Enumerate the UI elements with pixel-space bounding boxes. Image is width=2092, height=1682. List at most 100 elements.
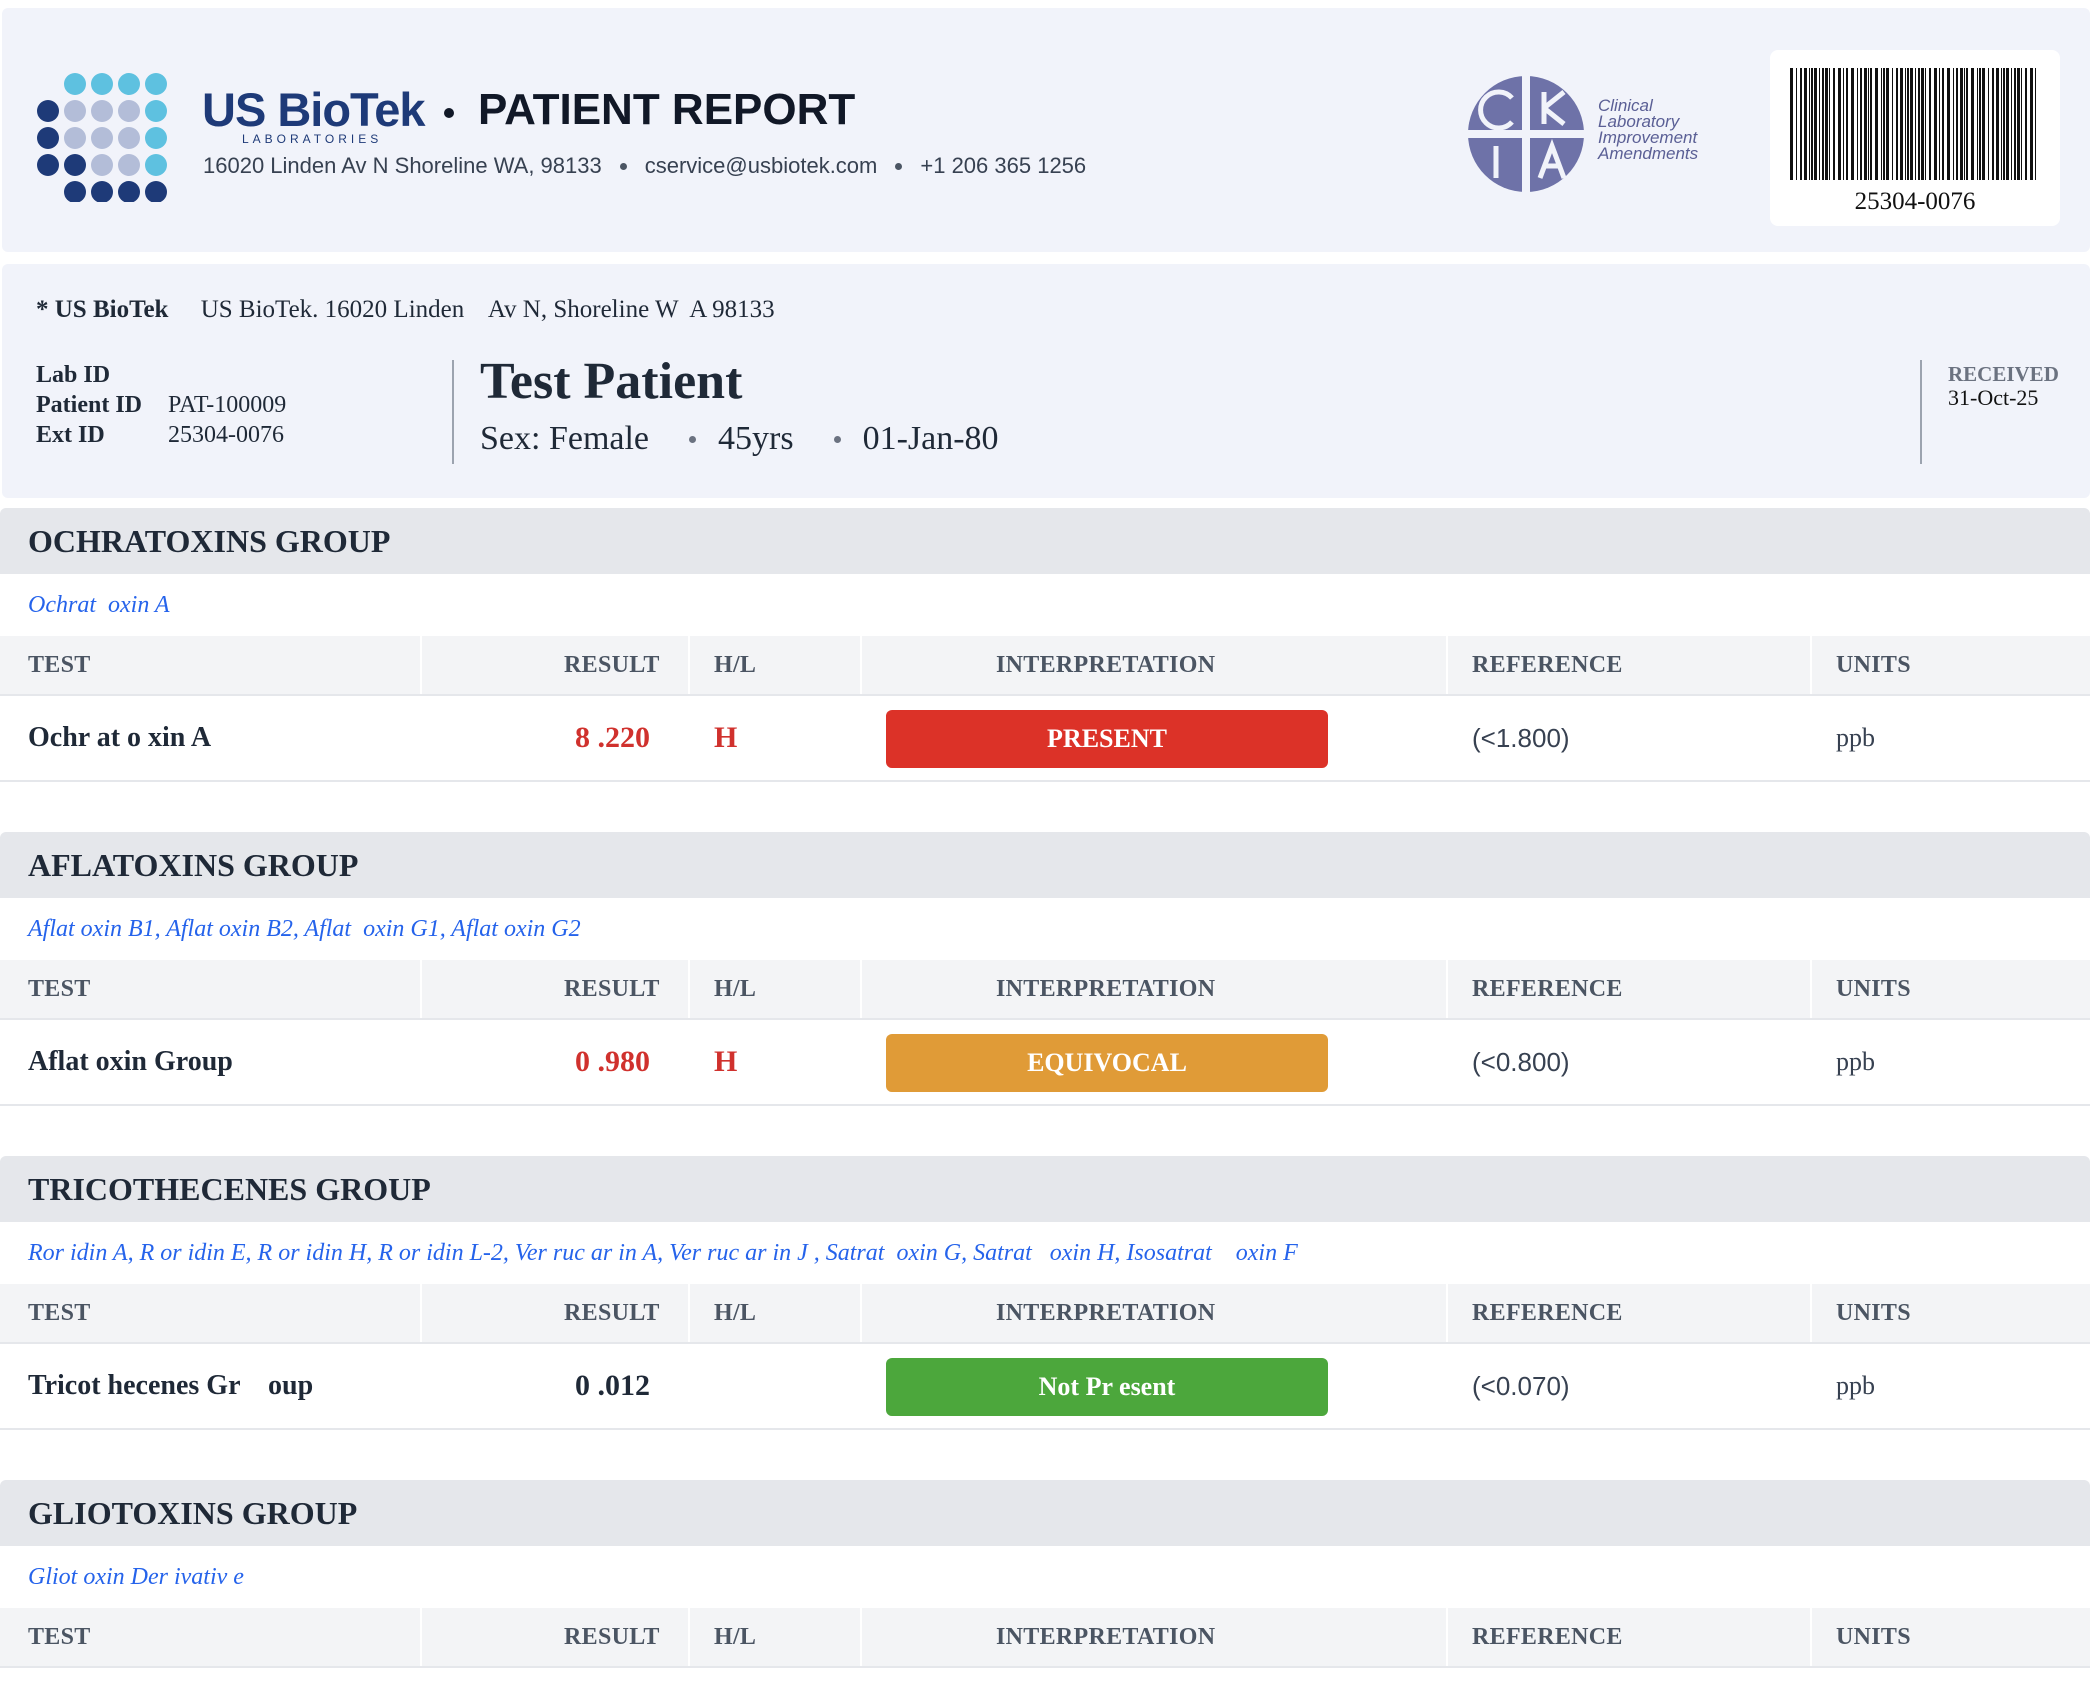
barcode-card: 25304-0076 [1770, 50, 2060, 226]
test-name: Ochr at o xin A [28, 722, 212, 753]
logo-dot [145, 127, 167, 149]
logo-dot [145, 100, 167, 122]
reference-range: (<0.070) [1472, 1370, 1570, 1401]
high-low-flag: H [714, 1045, 738, 1078]
barcode-bar [1811, 68, 1813, 180]
barcode-bar [2003, 68, 2005, 180]
column-divider [1446, 1608, 1448, 1666]
barcode-bar [1900, 68, 1903, 180]
group-analytes-link[interactable]: Ochrat oxin A [28, 591, 170, 618]
barcode-bar [1883, 68, 1885, 180]
barcode-bar [1910, 68, 1913, 180]
patient-identifiers: Lab ID Patient ID PAT-100009 Ext ID 25304-… [36, 360, 286, 450]
barcode-bar [2011, 68, 2012, 180]
column-divider [420, 1284, 422, 1342]
logo-dot [64, 127, 86, 149]
barcode-bar [1971, 68, 1974, 180]
group-title: AFLATOXINS GROUP [0, 832, 2090, 898]
barcode-bar [1857, 68, 1858, 180]
group-analytes-link[interactable]: Ror idin A, R or idin E, R or idin H, R … [28, 1239, 1298, 1266]
lab-email[interactable]: cservice@usbiotek.com [644, 153, 878, 178]
divider [1920, 360, 1922, 464]
logo-dot [145, 181, 167, 202]
logo-dot [145, 73, 167, 95]
clia-line: Laboratory [1598, 112, 1680, 131]
patient-name: Test Patient [480, 353, 743, 410]
group-title: GLIOTOXINS GROUP [0, 1480, 2090, 1546]
column-header-test: TEST [28, 975, 91, 1002]
column-divider [688, 1608, 690, 1666]
barcode-bar [1833, 68, 1835, 180]
logo-dot [37, 100, 59, 122]
patient-info-panel: * US BioTek US BioTek. 16020 Linden Av N… [2, 264, 2090, 498]
barcode-bar [2006, 68, 2009, 180]
column-header-result: RESULT [564, 1623, 660, 1650]
barcode-bar [1979, 68, 1981, 180]
barcode-bar [1822, 68, 1824, 180]
group-analytes-link[interactable]: Gliot oxin Der ivativ e [28, 1563, 244, 1590]
result-group-section: AFLATOXINS GROUP Aflat oxin B1, Aflat oxi… [0, 832, 2090, 1106]
column-divider [860, 1608, 862, 1666]
barcode-bar [1982, 68, 1985, 180]
barcode-bar [1992, 68, 1994, 180]
logo-dot [64, 100, 86, 122]
column-divider [860, 636, 862, 694]
barcode-bar [1934, 68, 1937, 180]
performing-lab-name: * US BioTek [36, 296, 169, 323]
reference-range: (<1.800) [1472, 722, 1570, 753]
clia-line: Clinical [1598, 96, 1653, 115]
barcode-bar [1870, 68, 1872, 180]
performing-lab-line: * US BioTek US BioTek. 16020 Linden Av N… [36, 296, 775, 324]
logo-dot [91, 181, 113, 202]
group-analytes-link[interactable]: Aflat oxin B1, Aflat oxin B2, Aflat oxin… [28, 915, 581, 942]
column-divider [420, 636, 422, 694]
result-group-section: TRICOTHECENES GROUP Ror idin A, R or idin… [0, 1156, 2090, 1430]
table-row: Tricot hecenes Gr oup 0 .012 Not Pr esent (… [0, 1344, 2090, 1430]
barcode-bar [1864, 68, 1867, 180]
report-header: US BioTek LABORATORIES PATIENT REPORT 16… [2, 8, 2090, 252]
column-header-interpretation: INTERPRETATION [996, 1299, 1216, 1326]
barcode-bar [2035, 68, 2036, 180]
clia-line: Improvement [1598, 128, 1698, 147]
ext-id-value: 25304-0076 [168, 422, 284, 448]
received-label: RECEIVED [1948, 362, 2059, 386]
units-value: ppb [1836, 1371, 1875, 1400]
logo-dot [91, 100, 113, 122]
barcode-bar [1838, 68, 1841, 180]
test-name: Aflat oxin Group [28, 1046, 233, 1077]
logo-dot [145, 154, 167, 176]
group-title: OCHRATOXINS GROUP [0, 508, 2090, 574]
column-divider [420, 1608, 422, 1666]
column-divider [1810, 1608, 1812, 1666]
barcode-bar [1814, 68, 1817, 180]
column-header-result: RESULT [564, 1299, 660, 1326]
column-divider [688, 636, 690, 694]
column-header-interpretation: INTERPRETATION [996, 975, 1216, 1002]
usbiotek-logo-icon [37, 73, 167, 202]
logo-dot [64, 73, 86, 95]
separator-dot [689, 435, 697, 443]
logo-dot [37, 154, 59, 176]
lab-phone[interactable]: +1 206 365 1256 [920, 153, 1087, 178]
clia-caption: Clinical Laboratory Improvement Amendmen… [1598, 96, 1698, 162]
column-header-reference: REFERENCE [1472, 975, 1623, 1002]
logo-dot [91, 154, 113, 176]
barcode-bar [1896, 68, 1898, 180]
barcode-bar [1925, 68, 1926, 180]
barcode-bar [1977, 68, 1978, 180]
barcode-bar [1851, 68, 1854, 180]
brand-subtitle: LABORATORIES [242, 132, 383, 146]
column-divider [688, 960, 690, 1018]
high-low-flag: H [714, 721, 738, 754]
barcode-bar [1960, 68, 1963, 180]
barcode-bar [1918, 68, 1920, 180]
column-header-hl: H/L [714, 651, 757, 678]
barcode-icon [1790, 68, 2036, 180]
barcode-bar [1881, 68, 1882, 180]
title-separator-dot [444, 108, 454, 118]
table-header: TEST RESULT H/L INTERPRETATION REFERENCE UNIT… [0, 636, 2090, 696]
column-header-reference: REFERENCE [1472, 1623, 1623, 1650]
logo-dot [118, 154, 140, 176]
barcode-bar [1942, 68, 1944, 180]
barcode-bar [1939, 68, 1940, 180]
